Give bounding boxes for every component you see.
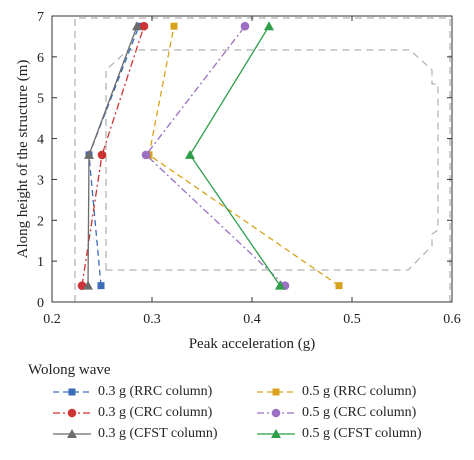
legend-swatch (53, 388, 91, 396)
legend-item-label: 0.5 g (RRC column) (302, 384, 417, 399)
legend-swatch (257, 388, 295, 396)
x-tick-label: 0.4 (243, 312, 261, 327)
series-group (185, 21, 285, 290)
data-point-triangle (271, 429, 281, 438)
data-point-circle (240, 21, 250, 31)
data-point-circle (271, 408, 281, 418)
legend-item-label: 0.5 g (CFST column) (302, 426, 422, 441)
data-point-triangle (275, 280, 285, 290)
legend-item: 0.3 g (RRC column) (52, 382, 212, 402)
series-group (141, 21, 290, 290)
structure-outline (74, 17, 451, 302)
legend-item-label: 0.3 g (RRC column) (98, 384, 213, 399)
y-tick-label: 3 (37, 173, 44, 188)
legend-swatch (257, 408, 295, 418)
data-point-square (272, 388, 280, 396)
legend-title: Wolong wave (28, 362, 111, 378)
axis-ticks: 0.2 0.3 0.4 0.5 0.6 0 1 2 3 4 5 6 7 (37, 10, 461, 327)
x-tick-label: 0.2 (43, 312, 61, 327)
legend-item: 0.5 g (RRC column) (256, 382, 416, 402)
x-tick-label: 0.6 (443, 312, 461, 327)
legend-swatch (257, 429, 295, 438)
legend-item: 0.3 g (CFST column) (52, 424, 218, 444)
y-tick-label: 7 (37, 10, 44, 25)
series-group (83, 21, 142, 290)
series-line (189, 25, 281, 287)
legend-swatch (53, 408, 91, 418)
data-point-triangle (132, 21, 142, 31)
legend-item: 0.5 g (CFST column) (256, 424, 422, 444)
data-point-square (335, 282, 343, 290)
legend: Wolong wave 0.3 g (RRC column) 0.3 g (CRC… (28, 362, 468, 458)
structure-inner-outline (105, 49, 439, 271)
structure-outer-outline (74, 17, 451, 302)
x-tick-label: 0.5 (343, 312, 361, 327)
series-layer (77, 21, 343, 290)
data-point-square (97, 282, 105, 290)
data-point-triangle (67, 429, 77, 438)
data-point-triangle (264, 21, 274, 31)
y-tick-label: 1 (37, 255, 44, 270)
y-tick-label: 5 (37, 92, 44, 107)
data-point-triangle (84, 149, 94, 159)
x-axis-title: Peak acceleration (g) (189, 336, 316, 352)
legend-item-label: 0.3 g (CFST column) (98, 426, 218, 441)
legend-item: 0.5 g (CRC column) (256, 403, 416, 423)
data-point-circle (67, 408, 77, 418)
legend-item-label: 0.3 g (CRC column) (98, 405, 213, 420)
data-point-circle (139, 21, 149, 31)
data-point-circle (97, 150, 107, 160)
data-point-circle (141, 150, 151, 160)
y-axis-title: Along height of the structure (m) (15, 60, 31, 259)
y-tick-label: 6 (37, 51, 44, 66)
plot-frame (51, 15, 453, 303)
chart: 0.2 0.3 0.4 0.5 0.6 0 1 2 3 4 5 6 7 Peak acceleratio… (15, 10, 461, 352)
series-line (87, 25, 138, 286)
series-group (145, 22, 343, 290)
data-point-triangle (185, 149, 195, 159)
legend-item: 0.3 g (CRC column) (52, 403, 212, 423)
data-point-square (68, 388, 76, 396)
data-point-triangle (83, 280, 93, 290)
legend-item-label: 0.5 g (CRC column) (302, 405, 417, 420)
data-point-square (170, 22, 178, 30)
y-tick-label: 0 (37, 296, 44, 311)
legend-swatch (53, 429, 91, 438)
y-tick-label: 4 (37, 133, 44, 148)
y-tick-label: 2 (37, 214, 44, 229)
x-tick-label: 0.3 (143, 312, 161, 327)
